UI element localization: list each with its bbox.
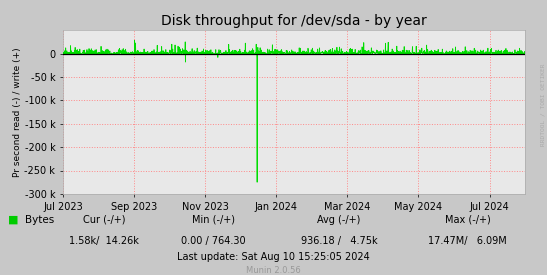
Text: Last update: Sat Aug 10 15:25:05 2024: Last update: Sat Aug 10 15:25:05 2024 bbox=[177, 252, 370, 262]
Text: Min (-/+): Min (-/+) bbox=[192, 215, 235, 225]
Text: 0.00 / 764.30: 0.00 / 764.30 bbox=[181, 236, 246, 246]
Text: Avg (-/+): Avg (-/+) bbox=[317, 215, 361, 225]
Text: 17.47M/   6.09M: 17.47M/ 6.09M bbox=[428, 236, 507, 246]
Text: RRDTOOL / TOBI OETIKER: RRDTOOL / TOBI OETIKER bbox=[541, 63, 546, 146]
Text: Max (-/+): Max (-/+) bbox=[445, 215, 491, 225]
Text: Munin 2.0.56: Munin 2.0.56 bbox=[246, 266, 301, 275]
Text: Bytes: Bytes bbox=[25, 215, 54, 225]
Text: 1.58k/  14.26k: 1.58k/ 14.26k bbox=[69, 236, 139, 246]
Y-axis label: Pr second read (-) / write (+): Pr second read (-) / write (+) bbox=[13, 47, 22, 177]
Text: ■: ■ bbox=[8, 215, 19, 225]
Title: Disk throughput for /dev/sda - by year: Disk throughput for /dev/sda - by year bbox=[161, 14, 427, 28]
Text: 936.18 /   4.75k: 936.18 / 4.75k bbox=[301, 236, 377, 246]
Text: Cur (-/+): Cur (-/+) bbox=[83, 215, 125, 225]
